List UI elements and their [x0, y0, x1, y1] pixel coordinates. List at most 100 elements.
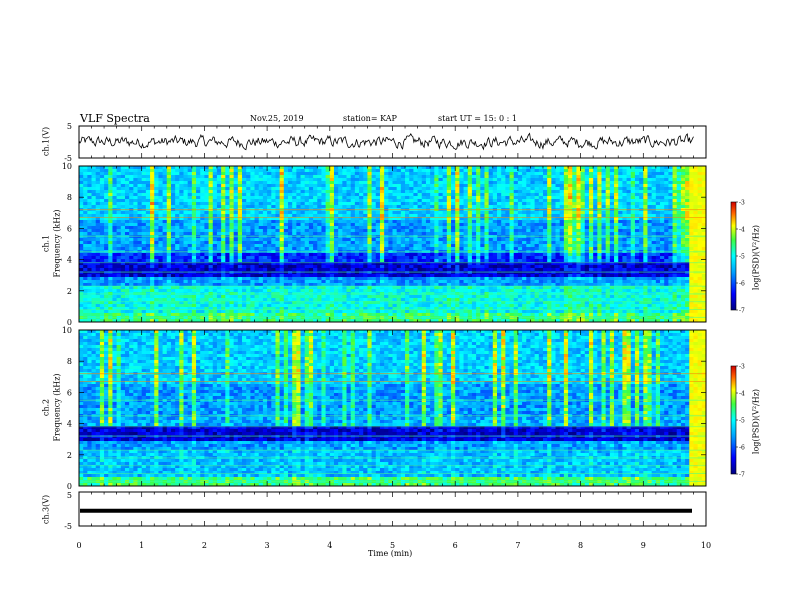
spectrogram1-cell: [476, 199, 481, 203]
spectrogram1-cell: [480, 214, 485, 218]
spectrogram1-cell: [296, 172, 301, 176]
spectrogram1-cell: [233, 169, 239, 173]
spectrogram1-cell: [630, 253, 636, 257]
spectrogram1-cell: [647, 193, 653, 197]
spectrogram1-cell: [505, 211, 510, 215]
spectrogram1-cell: [329, 211, 335, 215]
spectrogram1-cell: [480, 172, 485, 176]
spectrogram1-cell: [609, 196, 615, 200]
spectrogram1-cell: [338, 205, 343, 209]
spectrogram1-cell: [99, 232, 105, 236]
spectrogram1-cell: [588, 202, 594, 206]
spectrogram1-cell: [392, 220, 398, 224]
spectrogram1-cell: [154, 169, 159, 173]
spectrogram1-cell: [367, 232, 372, 236]
spectrogram1-cell: [179, 187, 184, 191]
spectrogram1-cell: [350, 202, 356, 206]
spectrogram1-cell: [108, 229, 113, 233]
spectrogram1-cell: [229, 223, 235, 227]
spectrogram1-cell: [104, 232, 109, 236]
spectrogram1-cell: [166, 244, 172, 248]
spectrogram1-cell: [547, 253, 552, 257]
spectrogram1-cell: [175, 229, 180, 233]
spectrogram1-cell: [321, 184, 327, 188]
spectrogram1-cell: [409, 226, 414, 230]
spectrogram1-cell: [434, 232, 439, 236]
spectrogram1-cell: [664, 169, 669, 173]
spectrogram1-cell: [413, 223, 418, 227]
spectrogram1-cell: [258, 205, 264, 209]
spectrogram1-cell: [471, 223, 477, 227]
spectrogram1-cell: [237, 211, 243, 215]
spectrogram1-cell: [367, 202, 372, 206]
spectrogram1-cell: [530, 256, 536, 260]
spectrogram1-cell: [522, 166, 527, 170]
spectrogram1-cell: [225, 211, 230, 215]
spectrogram1-cell: [580, 187, 586, 191]
spectrogram1-cell: [304, 211, 310, 215]
spectrogram1-cell: [526, 166, 531, 170]
spectrogram1-cell: [346, 172, 352, 176]
spectrogram1-cell: [145, 178, 151, 182]
spectrogram1-cell: [384, 184, 389, 188]
spectrogram1-cell: [191, 187, 197, 191]
spectrogram1-cell: [262, 205, 268, 209]
spectrogram1-cell: [388, 190, 393, 194]
spectrogram1-cell: [434, 190, 439, 194]
spectrogram1-cell: [534, 202, 540, 206]
spectrogram1-cell: [216, 214, 222, 218]
spectrogram1-cell: [371, 181, 377, 185]
spectrogram1-cell: [630, 181, 636, 185]
spectrogram1-cell: [91, 247, 97, 251]
spectrogram1-cell: [108, 199, 113, 203]
spectrogram1-cell: [296, 214, 301, 218]
spectrogram1-cell: [237, 244, 243, 248]
spectrogram1-cell: [212, 253, 218, 257]
spectrogram1-cell: [609, 253, 615, 257]
spectrogram1-cell: [639, 247, 644, 251]
spectrogram1-cell: [346, 232, 352, 236]
spectrogram1-cell: [442, 259, 448, 263]
spectrogram1-cell: [576, 223, 581, 227]
spectrogram1-cell: [672, 232, 678, 236]
spectrogram1-cell: [367, 181, 372, 185]
spectrogram1-cell: [471, 205, 477, 209]
spectrogram1-cell: [668, 172, 673, 176]
spectrogram1-cell: [342, 256, 347, 260]
spectrogram1-cell: [91, 187, 97, 191]
spectrogram1-cell: [413, 178, 418, 182]
spectrogram1-cell: [488, 178, 494, 182]
spectrogram1-cell: [91, 190, 97, 194]
spectrogram1-cell: [292, 244, 297, 248]
spectrogram1-cell: [643, 238, 648, 242]
spectrogram1-cell: [551, 256, 556, 260]
spectrogram1-cell: [196, 220, 201, 224]
spectrogram1-cell: [392, 178, 398, 182]
spectrogram1-cell: [471, 166, 477, 170]
spectrogram1-cell: [593, 202, 598, 206]
spectrogram1-cell: [200, 211, 205, 215]
spectrogram1-cell: [651, 259, 657, 263]
spectrogram1-cell: [417, 178, 423, 182]
spectrogram1-cell: [609, 220, 615, 224]
spectrogram1-cell: [371, 232, 377, 236]
spectrogram1-cell: [538, 187, 544, 191]
spectrogram1-cell: [350, 211, 356, 215]
spectrogram1-cell: [597, 178, 602, 182]
spectrogram1-cell: [242, 184, 247, 188]
spectrogram1-cell: [455, 178, 460, 182]
spectrogram1-cell: [124, 217, 130, 221]
spectrogram1-cell: [643, 244, 648, 248]
spectrogram1-cell: [676, 172, 682, 176]
spectrogram1-cell: [501, 259, 506, 263]
spectrogram1-cell: [359, 190, 364, 194]
spectrogram1-cell: [112, 253, 118, 257]
spectrogram1-cell: [262, 226, 268, 230]
spectrogram1-cell: [530, 223, 536, 227]
spectrogram1-cell: [141, 235, 147, 239]
spectrogram1-cell: [133, 247, 138, 251]
spectrogram1-cell: [505, 187, 510, 191]
spectrogram1-cell: [555, 241, 561, 245]
spectrogram1-cell: [367, 196, 372, 200]
spectrogram1-cell: [104, 187, 109, 191]
